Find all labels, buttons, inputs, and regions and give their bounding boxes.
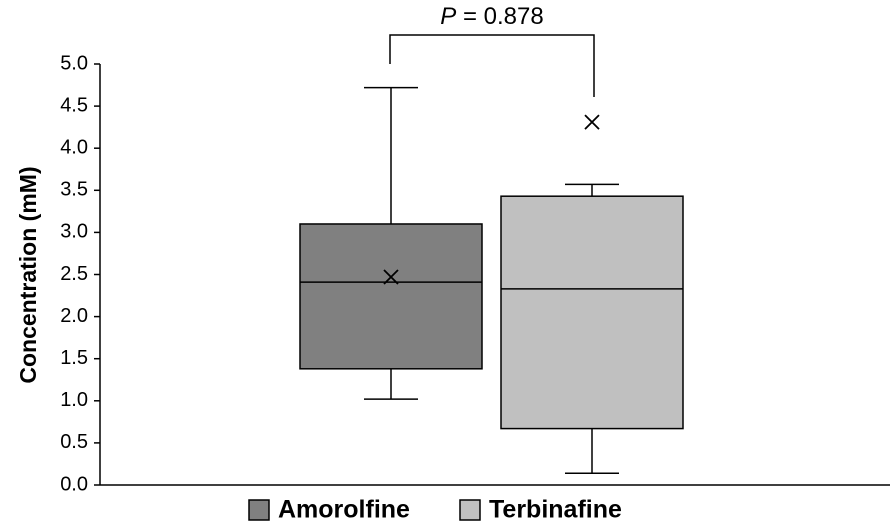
y-tick-label: 0.5	[60, 431, 88, 453]
p-symbol: P	[440, 3, 456, 30]
y-tick-label: 5.0	[60, 52, 88, 74]
y-tick-label: 3.5	[60, 179, 88, 201]
y-tick-label: 0.0	[60, 473, 88, 495]
mean-marker	[383, 269, 399, 285]
y-tick-label: 4.5	[60, 94, 88, 116]
box	[500, 195, 684, 430]
outlier-marker	[584, 114, 600, 130]
box	[299, 223, 483, 370]
legend-swatch	[248, 499, 270, 521]
y-axis-label: Concentration (mM)	[15, 166, 41, 383]
legend-label: Amorolfine	[278, 496, 410, 524]
y-tick-label: 1.0	[60, 389, 88, 411]
y-tick-label: 4.0	[60, 136, 88, 158]
legend-swatch	[459, 499, 481, 521]
y-tick-label: 1.5	[60, 347, 88, 369]
y-tick-label: 3.0	[60, 221, 88, 243]
legend-label: Terbinafine	[489, 496, 622, 524]
p-value: P = 0.878	[440, 3, 543, 30]
significance-bracket	[389, 34, 595, 97]
y-tick-label: 2.0	[60, 305, 88, 327]
y-tick-label: 2.5	[60, 263, 88, 285]
p-text: = 0.878	[463, 3, 544, 30]
